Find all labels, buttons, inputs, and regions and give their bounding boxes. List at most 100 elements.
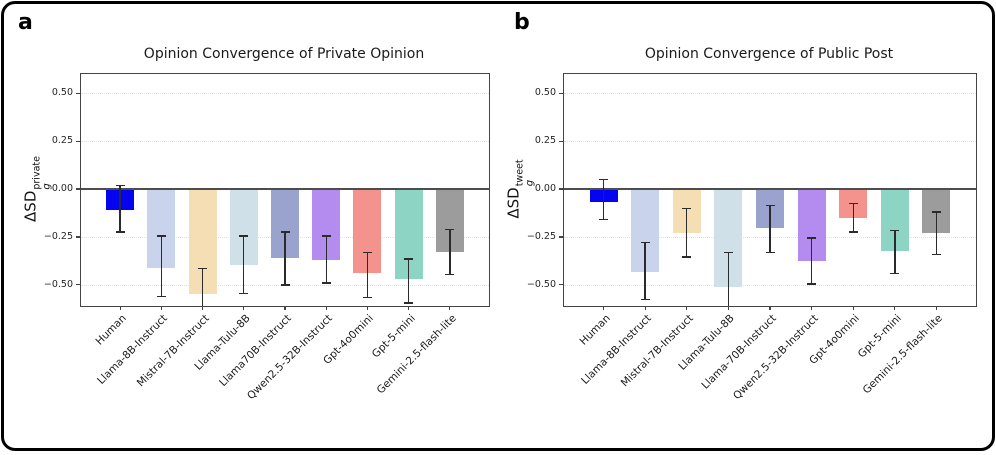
y-tick-label: 0.25	[51, 135, 73, 147]
error-bar-cap-top	[239, 235, 249, 237]
y-tick	[559, 92, 563, 94]
error-bar-cap-top	[723, 251, 733, 253]
gridline	[81, 93, 489, 95]
error-bar-cap-top	[682, 207, 692, 209]
error-bar-cap-top	[599, 178, 609, 181]
error-bar-cap-bottom	[362, 296, 372, 299]
error-bar	[769, 205, 771, 253]
error-bar	[686, 208, 688, 258]
error-bar	[449, 229, 451, 275]
x-tick	[449, 306, 451, 310]
y-tick	[76, 236, 80, 238]
plot-clip-layer	[564, 74, 976, 306]
error-bar-cap-top	[321, 235, 331, 237]
x-tick	[602, 306, 605, 310]
y-tick-label: 0.00	[534, 183, 556, 195]
x-tick	[727, 306, 729, 310]
error-bar-cap-bottom	[404, 302, 414, 304]
error-bar-cap-top	[280, 231, 290, 233]
zero-line	[81, 188, 489, 190]
plot-area: 0.50 0.25 0.00 −0.25 −0.50	[527, 73, 977, 310]
error-bar	[407, 259, 410, 304]
error-bar-cap-top	[445, 228, 455, 230]
panel-letter: a	[18, 10, 33, 35]
error-bar-cap-bottom	[890, 272, 900, 275]
zero-line	[564, 188, 976, 190]
y-tick-label: −0.25	[526, 230, 556, 242]
x-tick	[408, 306, 410, 310]
error-bar-cap-bottom	[765, 251, 775, 253]
x-tick	[243, 306, 245, 310]
error-bar-cap-bottom	[682, 256, 692, 258]
y-tick	[76, 188, 80, 190]
error-bar-cap-top	[890, 229, 900, 231]
error-bar-cap-top	[362, 251, 372, 253]
y-tick	[559, 188, 563, 190]
y-axis-label-prefix: ΔSD	[21, 190, 40, 222]
y-tick-label: 0.00	[51, 183, 73, 195]
x-tick	[686, 306, 688, 310]
error-bar-cap-top	[848, 202, 858, 205]
error-bar-cap-bottom	[280, 284, 290, 286]
error-bar	[852, 203, 854, 233]
chart-title: Opinion Convergence of Public Post	[644, 46, 894, 62]
x-tick	[366, 306, 368, 310]
x-tick	[325, 306, 327, 310]
x-tick	[284, 306, 286, 310]
error-bar	[644, 242, 646, 300]
error-bar-cap-bottom	[848, 231, 858, 233]
error-bar-cap-top	[198, 267, 208, 270]
error-bar	[810, 237, 813, 284]
y-tick-label: 0.50	[534, 87, 556, 99]
gridline	[564, 93, 976, 95]
y-tick-label: −0.50	[43, 278, 73, 290]
error-bar-cap-bottom	[640, 298, 650, 300]
error-bar	[201, 268, 204, 306]
error-bar	[727, 252, 730, 306]
gridline	[564, 284, 976, 286]
y-axis-label-scripts: tweet g	[514, 159, 535, 187]
panel-b: b Opinion Convergence of Public Post ΔSD tw…	[496, 0, 996, 455]
panel-letter: b	[514, 10, 530, 35]
x-tick	[852, 306, 854, 310]
gridline	[81, 141, 489, 143]
error-bar	[160, 236, 163, 297]
y-axis-subscript: g	[523, 179, 535, 187]
error-bar-cap-bottom	[931, 253, 941, 255]
y-tick	[559, 284, 563, 286]
error-bar-cap-bottom	[156, 295, 166, 298]
error-bar-cap-top	[807, 237, 817, 239]
error-bar-cap-bottom	[239, 292, 249, 295]
chart-title: Opinion Convergence of Private Opinion	[143, 46, 425, 62]
y-tick	[76, 140, 80, 142]
x-tick	[644, 306, 646, 310]
x-tick	[201, 306, 204, 310]
y-tick-label: −0.25	[43, 230, 73, 242]
error-bar	[935, 212, 938, 255]
error-bar-cap-bottom	[115, 231, 125, 233]
error-bar	[284, 232, 286, 285]
y-tick-label: −0.50	[526, 278, 556, 290]
error-bar	[366, 252, 369, 298]
error-bar-cap-top	[765, 204, 775, 207]
error-bar-cap-bottom	[599, 219, 609, 221]
panel-a: a Opinion Convergence of Private Opinion Δ…	[0, 0, 496, 455]
y-tick	[559, 140, 563, 142]
plot-area: 0.50 0.25 0.00 −0.25 −0.50	[44, 73, 490, 310]
x-tick	[769, 306, 771, 310]
x-tick	[935, 306, 938, 310]
error-bar-cap-top	[931, 211, 941, 213]
error-bar-cap-bottom	[445, 273, 455, 276]
error-bar-cap-bottom	[321, 282, 331, 284]
error-bar	[243, 236, 245, 294]
plot-clip-layer	[81, 74, 489, 306]
error-bar-cap-top	[156, 235, 166, 237]
error-bar-cap-bottom	[807, 283, 817, 285]
y-tick	[76, 284, 80, 286]
error-bar	[119, 185, 121, 233]
y-tick-label: 0.50	[51, 87, 73, 99]
error-bar-cap-top	[115, 184, 125, 186]
error-bar	[325, 236, 327, 283]
x-tick	[119, 306, 121, 310]
